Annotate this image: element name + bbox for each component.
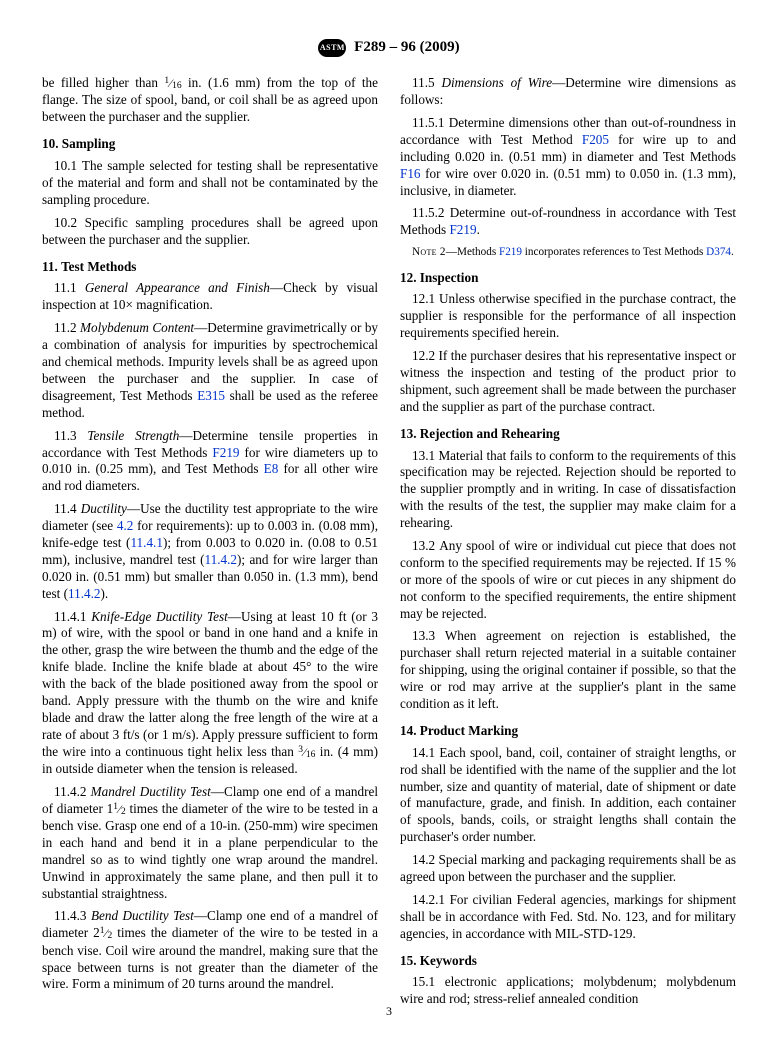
ref-link[interactable]: F205 xyxy=(582,132,609,147)
section-heading-10: 10. Sampling xyxy=(42,136,378,153)
para-11-5: 11.5 Dimensions of Wire—Determine wire d… xyxy=(400,75,736,109)
para-11-1: 11.1 General Appearance and Finish—Check… xyxy=(42,280,378,314)
continuation-para: be filled higher than 1⁄16 in. (1.6 mm) … xyxy=(42,75,378,126)
ref-link[interactable]: E315 xyxy=(197,388,225,403)
ref-link[interactable]: 11.4.2 xyxy=(205,552,237,567)
fraction: 1⁄2 xyxy=(113,801,125,816)
astm-logo-icon: ASTM xyxy=(318,39,346,57)
para-12-1: 12.1 Unless otherwise specified in the p… xyxy=(400,291,736,342)
fraction: 1⁄2 xyxy=(100,925,112,940)
section-heading-15: 15. Keywords xyxy=(400,953,736,970)
ref-link[interactable]: F16 xyxy=(400,166,421,181)
note-2: Note 2—Methods F219 incorporates referen… xyxy=(400,245,736,259)
ref-link[interactable]: 11.4.1 xyxy=(130,535,162,550)
fraction: 3⁄16 xyxy=(298,744,315,759)
ref-link[interactable]: F219 xyxy=(499,246,522,258)
para-11-4: 11.4 Ductility—Use the ductility test ap… xyxy=(42,501,378,602)
ref-link[interactable]: F219 xyxy=(212,445,239,460)
body-columns: be filled higher than 1⁄16 in. (1.6 mm) … xyxy=(42,75,736,1008)
text: be filled higher than xyxy=(42,75,164,90)
para-11-3: 11.3 Tensile Strength—Determine tensile … xyxy=(42,428,378,496)
para-10-2: 10.2 Specific sampling procedures shall … xyxy=(42,215,378,249)
para-12-2: 12.2 If the purchaser desires that his r… xyxy=(400,348,736,416)
ref-link[interactable]: 4.2 xyxy=(117,518,133,533)
para-11-4-1: 11.4.1 Knife-Edge Ductility Test—Using a… xyxy=(42,609,378,778)
page-number: 3 xyxy=(0,1004,778,1019)
para-14-2-1: 14.2.1 For civilian Federal agencies, ma… xyxy=(400,892,736,943)
section-heading-13: 13. Rejection and Rehearing xyxy=(400,426,736,443)
ref-link[interactable]: E8 xyxy=(264,461,279,476)
standard-designation: F289 – 96 (2009) xyxy=(354,39,459,55)
para-11-2: 11.2 Molybdenum Content—Determine gravim… xyxy=(42,320,378,421)
para-11-4-3: 11.4.3 Bend Ductility Test—Clamp one end… xyxy=(42,908,378,993)
page-header: ASTM F289 – 96 (2009) xyxy=(42,38,736,57)
para-11-5-2: 11.5.2 Determine out-of-roundness in acc… xyxy=(400,205,736,239)
ref-link[interactable]: F219 xyxy=(449,222,476,237)
page: ASTM F289 – 96 (2009) be filled higher t… xyxy=(0,0,778,1041)
para-14-1: 14.1 Each spool, band, coil, container o… xyxy=(400,745,736,846)
fraction: 1⁄16 xyxy=(164,75,181,90)
para-14-2: 14.2 Special marking and packaging requi… xyxy=(400,852,736,886)
para-13-2: 13.2 Any spool of wire or individual cut… xyxy=(400,538,736,622)
section-heading-11: 11. Test Methods xyxy=(42,259,378,276)
para-11-4-2: 11.4.2 Mandrel Ductility Test—Clamp one … xyxy=(42,784,378,903)
para-11-5-1: 11.5.1 Determine dimensions other than o… xyxy=(400,115,736,199)
ref-link[interactable]: 11.4.2 xyxy=(68,586,100,601)
section-heading-12: 12. Inspection xyxy=(400,270,736,287)
ref-link[interactable]: D374 xyxy=(706,246,731,258)
para-10-1: 10.1 The sample selected for testing sha… xyxy=(42,158,378,209)
section-heading-14: 14. Product Marking xyxy=(400,723,736,740)
para-13-3: 13.3 When agreement on rejection is esta… xyxy=(400,628,736,712)
para-13-1: 13.1 Material that fails to conform to t… xyxy=(400,448,736,532)
